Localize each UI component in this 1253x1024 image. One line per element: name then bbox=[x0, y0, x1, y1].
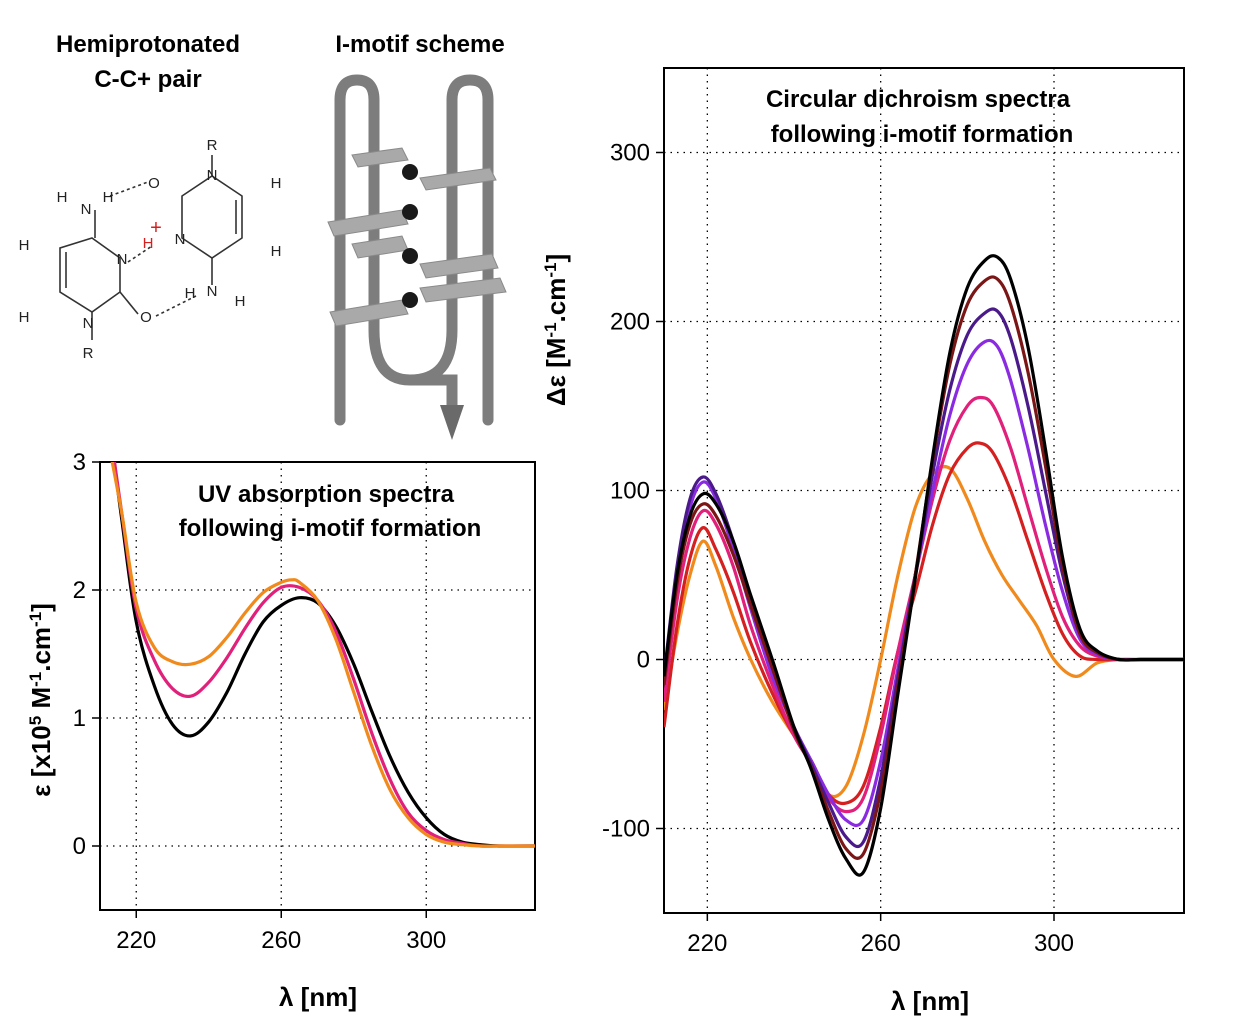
pair-heading-line1: Hemiprotonated bbox=[56, 31, 240, 58]
scheme-heading: I-motif scheme bbox=[335, 31, 504, 58]
cd-tick-labels: 220 260 300 -100 0 100 200 300 bbox=[602, 140, 1074, 958]
series-line-6 bbox=[664, 254, 1184, 877]
uv-tick-labels: 220 260 300 0 1 2 3 bbox=[73, 449, 447, 954]
atom-h-nh2-left-1: H bbox=[57, 189, 68, 206]
x-tick-label: 260 bbox=[261, 927, 301, 954]
atom-n-mid: N bbox=[175, 231, 186, 248]
x-tick-label: 260 bbox=[861, 930, 901, 957]
atom-n-top: N bbox=[207, 167, 218, 184]
y-tick-label: 300 bbox=[610, 140, 650, 167]
cd-title-line2: following i-motif formation bbox=[771, 121, 1074, 148]
y-tick-label: 3 bbox=[73, 449, 86, 476]
y-tick-label: -100 bbox=[602, 816, 650, 843]
uv-y-axis-label: ε [x105 M-1.cm-1] bbox=[26, 603, 57, 797]
series-line-1 bbox=[112, 462, 535, 848]
pair-heading-line2: C-C+ pair bbox=[94, 66, 201, 93]
i-motif-scheme-drawing bbox=[327, 74, 507, 440]
cd-series-lines bbox=[664, 254, 1184, 877]
series-line-0 bbox=[664, 464, 1184, 799]
cd-spectra-chart: 220 260 300 -100 0 100 200 300 Circular dichroi… bbox=[541, 67, 1185, 1016]
y-tick-label: 0 bbox=[73, 833, 86, 860]
series-line-2 bbox=[110, 462, 535, 848]
atom-h-nh2-left-2: H bbox=[103, 189, 114, 206]
series-group bbox=[664, 254, 1184, 877]
uv-series-lines bbox=[110, 462, 535, 848]
atom-n-nh2-right: N bbox=[207, 283, 218, 300]
series-line-0 bbox=[112, 462, 535, 848]
atom-r-bottom: R bbox=[83, 345, 94, 362]
atom-h-left-top: H bbox=[19, 237, 30, 254]
atom-r-top: R bbox=[207, 137, 218, 154]
uv-plot-frame bbox=[99, 461, 536, 911]
uv-title-line2: following i-motif formation bbox=[179, 515, 482, 542]
cd-grid bbox=[664, 68, 1184, 913]
y-tick-label: 1 bbox=[73, 705, 86, 732]
atom-n-nh2-left: N bbox=[81, 201, 92, 218]
uv-grid bbox=[100, 461, 535, 910]
chemical-structure bbox=[59, 155, 243, 340]
atom-plus-charge: + bbox=[150, 217, 162, 239]
y-tick-label: 200 bbox=[610, 309, 650, 336]
atom-h-nh2-right-2: H bbox=[235, 293, 246, 310]
series-line-2 bbox=[664, 395, 1184, 814]
atom-h-left-bottom: H bbox=[19, 309, 30, 326]
y-tick-label: 100 bbox=[610, 478, 650, 505]
uv-absorption-chart: 220 260 300 0 1 2 3 UV absorption spectra foll… bbox=[26, 449, 536, 1012]
atom-h-plus: H bbox=[143, 235, 154, 252]
atom-o-left: O bbox=[140, 309, 152, 326]
y-tick-label: 0 bbox=[637, 647, 650, 674]
atom-n-left: N bbox=[117, 251, 128, 268]
uv-title-line1: UV absorption spectra bbox=[198, 481, 455, 508]
cd-title-line1: Circular dichroism spectra bbox=[766, 86, 1071, 113]
y-tick-label: 2 bbox=[73, 577, 86, 604]
uv-x-axis-label: λ [nm] bbox=[279, 982, 357, 1012]
cd-y-axis-label: Δε [M-1.cm-1] bbox=[541, 254, 572, 406]
atom-h-nh2-right-1: H bbox=[185, 285, 196, 302]
x-tick-label: 300 bbox=[1034, 930, 1074, 957]
atom-o-top: O bbox=[148, 175, 160, 192]
cd-x-axis-label: λ [nm] bbox=[891, 986, 969, 1016]
x-tick-label: 220 bbox=[116, 927, 156, 954]
chemical-atom-labels: R N H H O N H + N H H H N H H N H N O R bbox=[19, 137, 282, 362]
x-tick-label: 220 bbox=[687, 930, 727, 957]
atom-n-left-bottom: N bbox=[83, 315, 94, 332]
x-tick-label: 300 bbox=[406, 927, 446, 954]
atom-h-right: H bbox=[271, 243, 282, 260]
atom-h-top-right: H bbox=[271, 175, 282, 192]
series-group bbox=[110, 462, 535, 848]
